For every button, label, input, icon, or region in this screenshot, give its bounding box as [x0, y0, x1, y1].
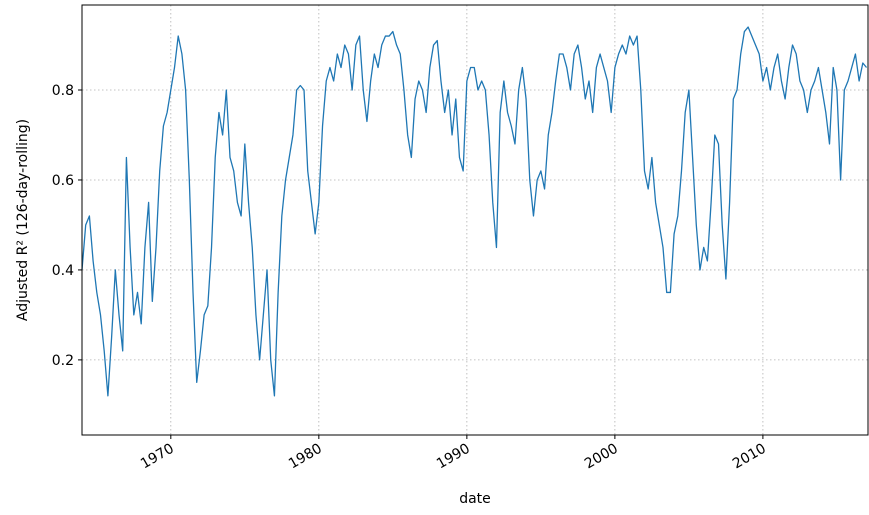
x-tick-label: 2010: [730, 441, 769, 473]
x-tick-label: 1990: [434, 441, 473, 473]
plot-frame: [81, 4, 869, 436]
y-tick-label: 0.8: [52, 83, 74, 99]
data-line: [81, 26, 868, 397]
x-tick-label: 2000: [582, 441, 621, 473]
y-tick-label: 0.2: [52, 353, 74, 369]
y-tick-label: 0.4: [52, 263, 74, 279]
x-tick-label: 1970: [138, 441, 177, 473]
x-tick-label: 1980: [286, 441, 325, 473]
y-axis-label: Adjusted R² (126-day-rolling): [15, 119, 31, 321]
y-tick-label: 0.6: [52, 173, 74, 189]
x-axis-label: date: [459, 491, 491, 507]
